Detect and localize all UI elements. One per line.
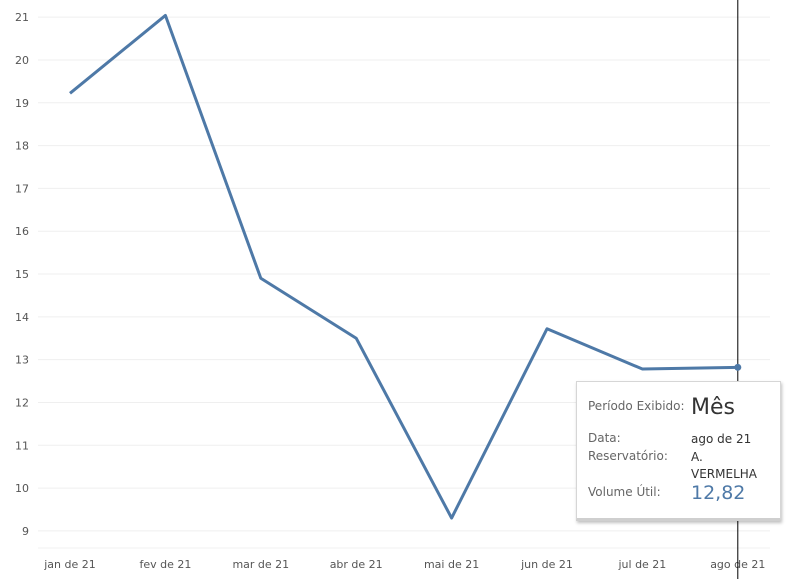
- x-tick-label: fev de 21: [139, 558, 191, 571]
- x-tick-label: jun de 21: [520, 558, 573, 571]
- tooltip-reservatorio-label: Reservatório:: [588, 449, 668, 463]
- y-tick-label: 21: [15, 11, 29, 24]
- y-tick-label: 9: [22, 525, 29, 538]
- tooltip: Período Exibido: Mês Data: ago de 21 Res…: [576, 381, 781, 521]
- y-tick-label: 19: [15, 97, 29, 110]
- x-tick-label: abr de 21: [330, 558, 383, 571]
- y-tick-label: 18: [15, 140, 29, 153]
- tooltip-reservatorio-value-line2: VERMELHA: [691, 467, 757, 481]
- x-tick-label: mar de 21: [232, 558, 289, 571]
- y-tick-label: 15: [15, 268, 29, 281]
- tooltip-volume-label: Volume Útil:: [588, 485, 661, 499]
- tooltip-volume-value: 12,82: [691, 482, 746, 504]
- y-tick-label: 10: [15, 482, 29, 495]
- series-layer: [69, 13, 742, 520]
- y-tick-label: 12: [15, 396, 29, 409]
- series-line: [69, 13, 738, 520]
- tooltip-periodo-label: Período Exibido:: [588, 399, 685, 413]
- tooltip-periodo-value: Mês: [691, 395, 735, 420]
- y-tick-label: 11: [15, 439, 29, 452]
- tooltip-reservatorio-value-line1: A.: [691, 450, 703, 464]
- y-tick-label: 13: [15, 354, 29, 367]
- y-tick-label: 16: [15, 225, 29, 238]
- x-axis-tick-labels: jan de 21 fev de 21 mar de 21 abr de 21 mai …: [43, 558, 765, 571]
- tooltip-data-label: Data:: [588, 431, 621, 445]
- x-tick-label: jul de 21: [617, 558, 666, 571]
- y-axis-tick-labels: 9 10 11 12 13 14 15 16 17 18 19 20 21: [15, 11, 29, 538]
- y-tick-label: 14: [15, 311, 29, 324]
- y-tick-label: 17: [15, 182, 29, 195]
- grid-lines: [38, 16, 770, 532]
- tooltip-data-value: ago de 21: [691, 432, 752, 446]
- x-tick-label: mai de 21: [424, 558, 479, 571]
- x-tick-label: jan de 21: [43, 558, 96, 571]
- data-point[interactable]: [734, 363, 742, 371]
- y-tick-label: 20: [15, 54, 29, 67]
